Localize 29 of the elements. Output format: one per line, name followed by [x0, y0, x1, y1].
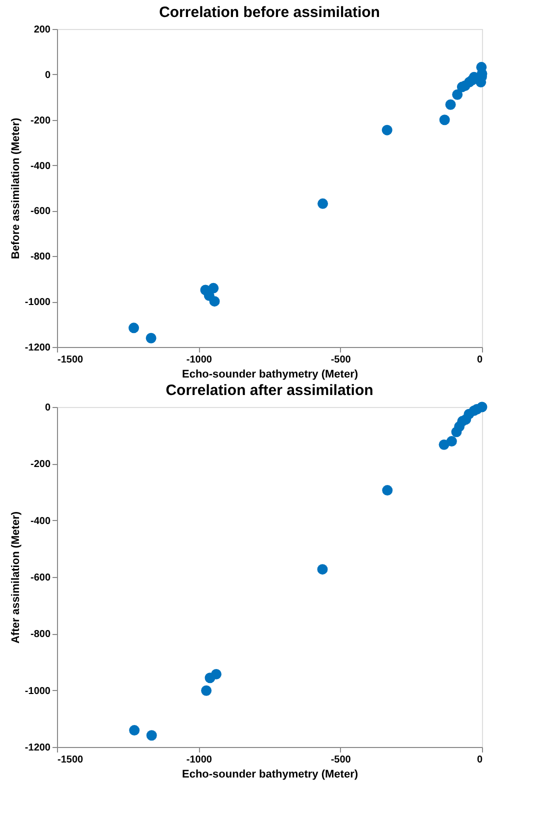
y-tick-label: -600	[30, 206, 51, 218]
x-axis-title: Echo-sounder bathymetry (Meter)	[182, 368, 358, 380]
y-tick-label: -1000	[24, 297, 51, 308]
x-tick-label: -1500	[58, 754, 84, 766]
x-tick-label: -1000	[186, 754, 212, 766]
chart-title: Correlation after assimilation	[166, 382, 374, 399]
x-tick-label: 0	[476, 754, 483, 766]
y-tick-label: -1200	[24, 342, 51, 354]
y-tick-label: -200	[30, 459, 51, 470]
x-tick-label: -500	[330, 754, 352, 766]
y-tick-label: -400	[30, 516, 51, 527]
x-tick-label: -1000	[186, 354, 212, 366]
y-tick-label: -400	[30, 160, 51, 172]
y-axis-title: After assimilation (Meter)	[10, 511, 22, 644]
x-axis-title: Echo-sounder bathymetry (Meter)	[182, 768, 358, 780]
y-tick-label: 200	[34, 24, 51, 36]
y-tick-label: -1200	[24, 742, 51, 754]
y-axis-title: Before assimilation (Meter)	[10, 118, 22, 260]
y-tick-label: -800	[30, 629, 51, 640]
chart-title: Correlation before assimilation	[159, 4, 380, 21]
y-tick-label: 0	[44, 402, 51, 414]
y-tick-label: -1000	[24, 686, 51, 697]
y-tick-label: -800	[30, 252, 51, 263]
y-tick-label: -200	[30, 115, 51, 126]
y-tick-label: -600	[30, 572, 51, 584]
y-tick-label: 0	[44, 70, 51, 81]
x-tick-label: -500	[330, 354, 352, 366]
x-tick-label: -1500	[58, 354, 84, 366]
x-tick-label: 0	[476, 354, 483, 366]
